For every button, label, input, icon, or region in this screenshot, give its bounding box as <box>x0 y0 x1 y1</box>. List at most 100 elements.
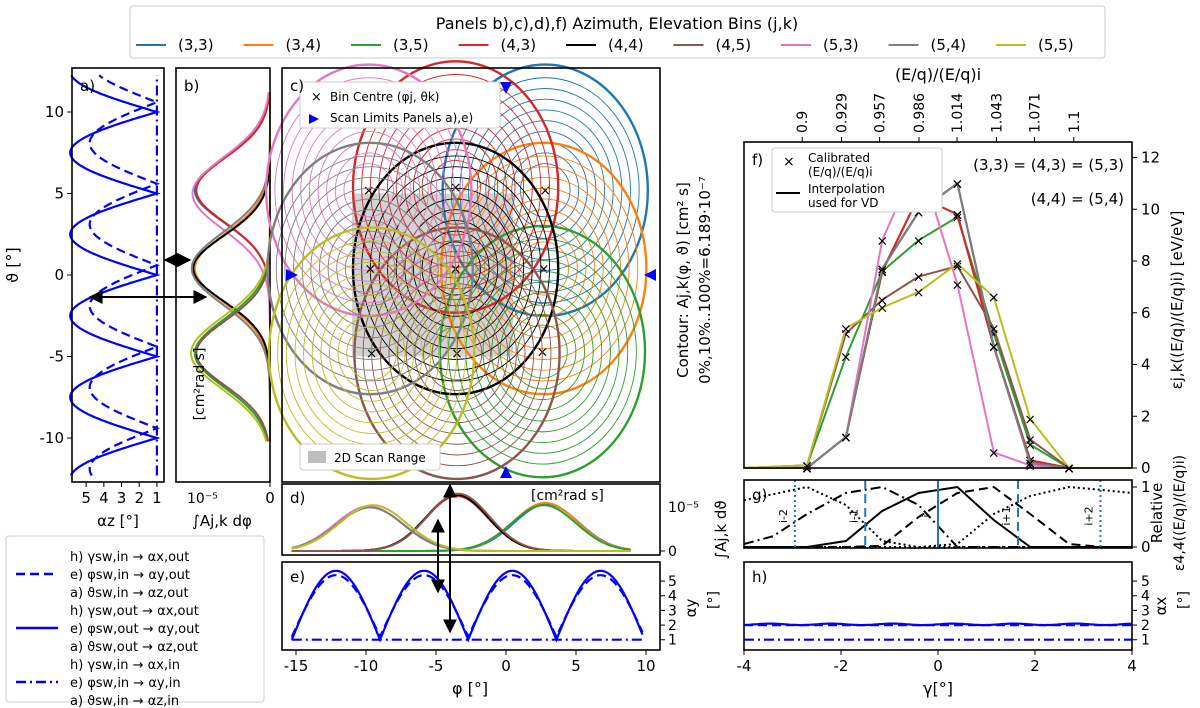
panel-a-ytick-label-4: -10 <box>40 429 65 447</box>
panel-g-left-label: ∫Aj,k dϑ <box>712 500 730 559</box>
panel-f-marker-4-6: × <box>1024 456 1036 472</box>
panel-c-legend-centre: Bin Centre (φj, θk) <box>330 90 439 104</box>
panel-e-ylabel-unit: [°] <box>706 591 722 609</box>
panel-c-centre-7: × <box>364 261 376 277</box>
panel-e-ytick-label-0: 1 <box>668 633 677 649</box>
panel-c-contour-0-6 <box>476 109 614 271</box>
panel-h-xlabel: γ[°] <box>923 679 953 698</box>
panel-h-ytick-label-3: 4 <box>1141 589 1150 605</box>
panel-h-ytick-label-0: 1 <box>1141 633 1150 649</box>
panel-c-contour-3-9 <box>361 74 551 300</box>
panel-c-contour-1-10 <box>439 141 648 396</box>
panel-f-toptick-label-6: 1.071 <box>1027 93 1043 133</box>
panel-f-marker-5-5: × <box>988 321 1000 337</box>
panel-h-frame <box>743 561 1133 651</box>
panel-d-curve-2 <box>291 504 631 552</box>
panel-c-scan-limit-top <box>500 82 512 94</box>
panel-c-contour-7-8 <box>284 166 456 371</box>
line-legend-text-1-1: e) φsw,out → αy,out <box>70 622 199 637</box>
line-legend-text-1-2: a) ϑsw,out → αz,out <box>70 640 198 655</box>
legend-label-0: (3,3) <box>178 36 214 54</box>
legend-label-3: (4,3) <box>501 36 537 54</box>
panel-f-toptick-label-4: 1.014 <box>950 93 966 133</box>
line-legend-text-0-2: a) ϑsw,in → αz,out <box>70 586 189 601</box>
panel-f-line-7 <box>744 181 1132 469</box>
panel-d-exponent: 10⁻⁵ <box>668 500 699 516</box>
panel-f-marker-8-3: × <box>913 285 925 301</box>
panel-f-ytick-label-4: 8 <box>1141 252 1151 270</box>
panel-c-legend-tri <box>309 114 319 124</box>
panel-c-contour-3-10 <box>351 60 560 314</box>
panel-c-contour-1-8 <box>458 166 630 371</box>
legend-label-2: (3,5) <box>393 36 429 54</box>
panel-d-unit: [cm²rad s] <box>531 488 604 504</box>
panel-f-marker-7-6: × <box>1024 456 1036 472</box>
panel-f-legend-marker-2: (E/q)/(E/q)i <box>808 165 873 179</box>
panel-f-marker-2-0: × <box>801 458 813 474</box>
panel-f-legend-box <box>771 147 943 213</box>
panel-e-series-0 <box>290 569 644 643</box>
panel-c-legend-box-2 <box>299 443 441 471</box>
legend-label-8: (5,5) <box>1038 36 1074 54</box>
panel-c-contour-6-1 <box>343 163 395 218</box>
panel-f-marker-8-7: × <box>1063 461 1075 477</box>
panel-h-xtick-label-2: 0 <box>933 657 943 675</box>
panel-c-legend-limits: Scan Limits Panels a),e) <box>330 111 473 125</box>
panel-a-series-1 <box>88 74 160 477</box>
legend-label-7: (5,4) <box>931 36 967 54</box>
panel-c-centre-8: × <box>366 346 378 362</box>
panel-f-top-xlabel: (E/q)/(E/q)i <box>895 65 981 84</box>
panel-f-marker-5-2: × <box>876 293 888 309</box>
panel-f-line-0 <box>744 194 1132 469</box>
panel-f-marker-7-3: × <box>913 205 925 221</box>
panel-e-xlabel: φ [°] <box>452 679 488 698</box>
panel-f-legend-marker: Calibrated <box>808 151 870 165</box>
panel-g-ytick-label-1: 1 <box>1141 478 1151 496</box>
panel-g-ytick-label-0: 0 <box>1141 538 1151 556</box>
panel-c-contour-4-9 <box>361 155 551 382</box>
panel-h-ytick-label-1: 2 <box>1141 618 1150 634</box>
panel-c-contour-4-6 <box>387 187 525 350</box>
panel-c-contour-4-1 <box>430 241 481 296</box>
legend-label-4: (4,4) <box>608 36 644 54</box>
legend-label-6: (5,3) <box>823 36 859 54</box>
panel-f-marker-5-3: × <box>913 270 925 286</box>
panel-a-ytick-label-1: 5 <box>54 185 64 203</box>
panel-b-tag: b) <box>184 77 199 95</box>
panel-c-contour-2-2 <box>508 313 577 390</box>
panel-f-legend-x: × <box>783 154 795 170</box>
panel-f-ytick-label-0: 0 <box>1141 459 1151 477</box>
legend-label-1: (3,4) <box>286 36 322 54</box>
panel-c-legend-box <box>299 81 501 129</box>
panel-f-ytick-label-1: 2 <box>1141 407 1151 425</box>
panel-d-curve-7 <box>291 506 631 552</box>
panel-f-marker-8-6: × <box>1024 412 1036 428</box>
panel-f-tag: f) <box>752 151 763 169</box>
panel-b-frame <box>175 67 271 483</box>
panel-e-xtick-label-3: 0 <box>501 657 511 675</box>
panel-b-unit: [cm²rad s] <box>192 348 208 421</box>
panel-c-contour-5-9 <box>362 240 552 467</box>
panel-f-marker-5-6: × <box>1024 433 1036 449</box>
panel-g-marker-label-1: i-1 <box>847 509 860 523</box>
panel-a-xtick-label-0: 5 <box>81 489 91 507</box>
panel-c-contour-6-9 <box>274 77 464 304</box>
bins-legend-title: Panels b),c),d),f) Azimuth, Elevation Bi… <box>436 14 798 33</box>
panel-a-xtick-label-4: 1 <box>152 489 162 507</box>
panel-h-ylabel-unit: [°] <box>1176 591 1192 609</box>
panel-c-contour-2-4 <box>491 292 594 411</box>
panel-f-ytick-label-6: 12 <box>1141 149 1160 167</box>
panel-d-tag: d) <box>290 489 305 507</box>
panel-f-marker-8-4: × <box>952 257 964 273</box>
panel-c-contour-8-1 <box>346 326 397 381</box>
panel-g-marker-label-2: i <box>920 514 933 517</box>
panel-f-marker-3-4: × <box>952 207 964 223</box>
panel-a-ytick-label-0: 10 <box>45 103 64 121</box>
panel-c-contour-0-8 <box>459 88 631 293</box>
panel-e-tag: e) <box>290 568 305 586</box>
panel-g-curve-3 <box>744 485 1132 548</box>
line-legend-text-2-0: h) γsw,in → αx,in <box>70 658 180 673</box>
panel-f-marker-8-1: × <box>840 321 852 337</box>
panel-f-line-5 <box>743 265 1132 469</box>
panel-f-toptick-label-0: 0.9 <box>795 111 811 133</box>
